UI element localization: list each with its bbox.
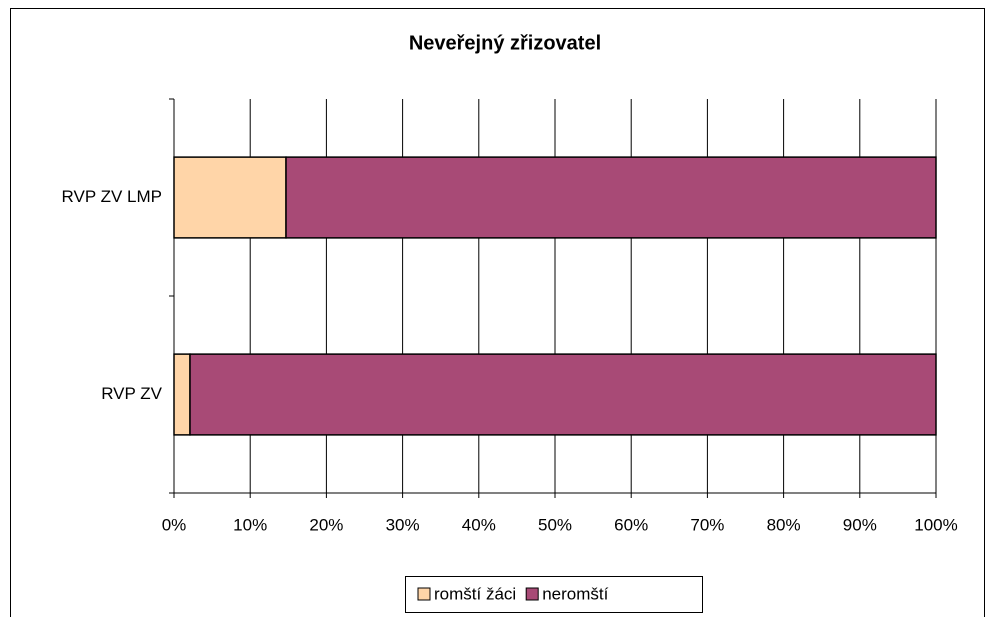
bar xyxy=(173,353,191,436)
legend-box xyxy=(405,576,703,613)
y-tick-label: RVP ZV LMP xyxy=(62,187,162,206)
legend-swatch xyxy=(525,587,539,601)
x-tick-label: 90% xyxy=(843,515,877,534)
x-tick-label: 10% xyxy=(233,515,267,534)
bar xyxy=(189,353,937,436)
x-tick-label: 0% xyxy=(162,515,187,534)
bar xyxy=(285,156,937,239)
x-tick-label: 70% xyxy=(690,515,724,534)
chart-title: Neveřejný zřizovatel xyxy=(409,32,601,54)
x-tick-label: 80% xyxy=(767,515,801,534)
x-tick-label: 30% xyxy=(386,515,420,534)
legend-label: romští žáci xyxy=(434,584,516,603)
x-tick-label: 100% xyxy=(914,515,957,534)
legend-label: neromští xyxy=(542,584,608,603)
x-tick-label: 60% xyxy=(614,515,648,534)
y-tick-label: RVP ZV xyxy=(101,384,162,403)
bar xyxy=(173,156,287,239)
x-tick-label: 20% xyxy=(309,515,343,534)
x-tick-label: 50% xyxy=(538,515,572,534)
chart-frame xyxy=(10,8,985,617)
legend-swatch xyxy=(417,587,431,601)
x-tick-label: 40% xyxy=(462,515,496,534)
